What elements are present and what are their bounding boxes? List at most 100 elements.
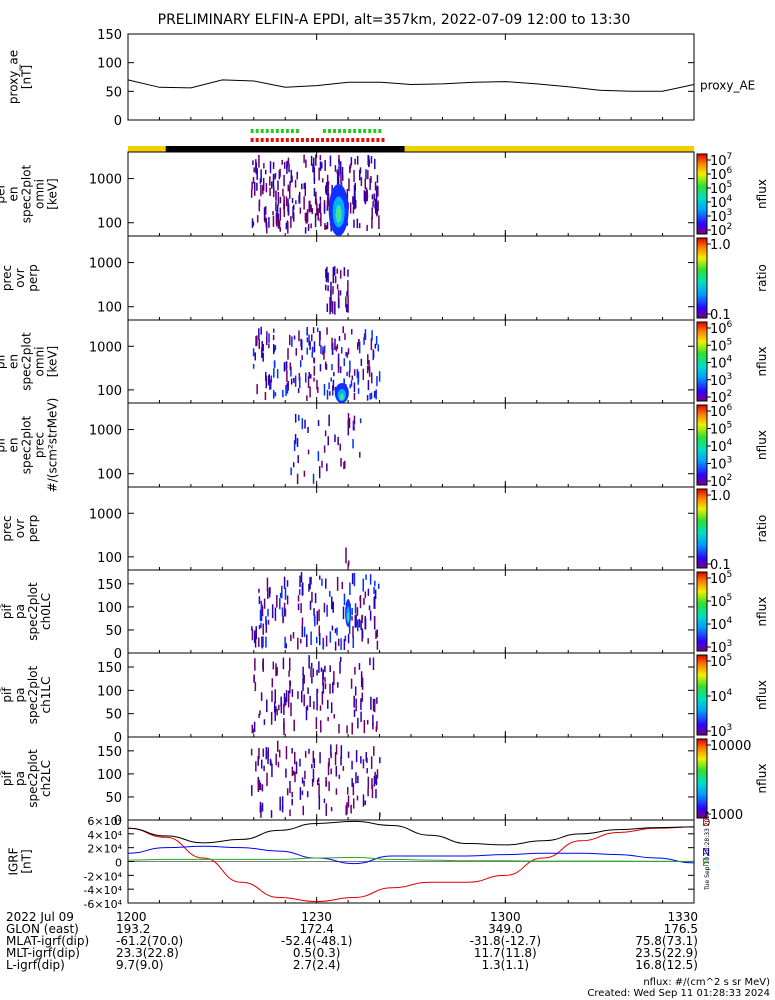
heatmap-cell	[338, 774, 341, 780]
heatmap-cell	[323, 602, 326, 613]
heatmap-cell	[298, 589, 301, 595]
heatmap-cell	[312, 768, 315, 783]
heatmap-cell	[324, 284, 327, 291]
heatmap-cell	[261, 347, 263, 358]
heatmap-cell	[251, 628, 254, 641]
legend-proxy-ae: proxy_AE	[700, 78, 755, 92]
heatmap-cell	[336, 576, 339, 591]
colorbar-elg_pif_pa_spec2plot_ch0LC: 103 104 105 105 nflux	[696, 570, 769, 656]
heatmap-cell	[272, 211, 274, 216]
heatmap-cell	[371, 194, 374, 200]
heatmap-cell	[358, 618, 361, 628]
heatmap-cell	[365, 752, 368, 762]
heatmap-cell	[367, 379, 370, 391]
heatmap-cell	[283, 693, 286, 707]
heatmap-cell	[268, 217, 270, 228]
heatmap-cell	[253, 721, 256, 732]
heatmap-cell	[319, 705, 322, 711]
heatmap-cell	[272, 215, 275, 227]
panel-frame	[127, 486, 695, 571]
heatmap-cell	[352, 626, 354, 638]
heatmap-cell	[365, 574, 367, 580]
heatmap-cell	[284, 697, 287, 706]
heatmap-cell	[348, 620, 351, 634]
xaxis-row-value: 9.7(9.0)	[116, 958, 164, 972]
heatmap-cell	[349, 360, 351, 372]
heatmap-cell	[294, 179, 297, 188]
heatmap-cell	[315, 191, 317, 203]
heatmap-cell	[252, 176, 255, 184]
heatmap-cells-1	[250, 154, 380, 236]
heatmap-cell	[368, 366, 371, 377]
heatmap-cell	[375, 774, 378, 786]
panel-frame	[127, 402, 695, 488]
heatmap-cells-5	[345, 547, 350, 568]
heatmap-cell	[344, 635, 347, 642]
heatmap-cell	[358, 338, 360, 347]
colorbar-tick-label: 106	[710, 320, 733, 337]
panel-frame	[127, 235, 695, 321]
colorbar-rect	[696, 571, 708, 652]
heatmap-cell	[289, 362, 292, 371]
heatmap-cell	[369, 610, 372, 621]
heatmap-cell	[367, 588, 370, 596]
y-tick-label: 1000	[89, 507, 122, 522]
heatmap-cell	[320, 667, 323, 672]
heatmap-cell	[288, 657, 291, 671]
colorbar-rect	[696, 153, 708, 235]
heatmap-cell	[313, 341, 316, 353]
panel-frame	[127, 652, 695, 738]
heatmap-cell	[316, 688, 318, 699]
heatmap-cell	[266, 331, 268, 342]
heatmap-cell	[288, 163, 290, 173]
heatmap-cell	[288, 670, 290, 677]
y-axis-label: elgpifenspec2plotomni[keV]	[0, 332, 60, 391]
heatmap-cell	[315, 717, 318, 730]
heatmap-cell	[313, 608, 315, 616]
heatmap-cell	[276, 708, 278, 716]
heatmap-cell	[344, 460, 346, 469]
xaxis-row-value: 2.7(2.4)	[293, 958, 341, 972]
heatmap-cell	[303, 196, 305, 210]
red-mark	[280, 138, 284, 142]
green-mark	[327, 129, 331, 133]
heatmap-cell	[265, 636, 267, 648]
heatmap-cell	[281, 805, 284, 813]
heatmap-cell	[284, 636, 286, 649]
heatmap-cell	[303, 626, 306, 638]
heatmap-cell	[360, 698, 362, 710]
y-tick-label: 150	[97, 578, 122, 593]
red-mark	[250, 138, 254, 142]
y-tick-label: -4×10⁴	[83, 884, 122, 897]
heatmap-cell	[310, 155, 313, 166]
heatmap-cell	[298, 330, 300, 342]
heatmap-cell	[286, 161, 288, 174]
heatmap-cell	[337, 638, 340, 647]
heatmap-cell	[274, 689, 277, 704]
colorbar-tick-label: 1.0	[710, 489, 731, 504]
heatmap-cell	[265, 620, 268, 633]
heatmap-cell	[299, 787, 302, 800]
red-mark	[331, 138, 335, 142]
heatmap-cell	[332, 379, 335, 391]
units-note: nflux: #/(cm^2 s sr MeV)	[643, 977, 770, 988]
series-e	[127, 856, 695, 862]
y-axis-label: proxy_ae[nT]	[7, 50, 34, 104]
heatmap-cell	[311, 763, 313, 769]
heatmap-cell	[281, 585, 283, 599]
heatmap-cell	[307, 226, 310, 231]
heatmap-cell	[265, 183, 268, 193]
heatmap-cell	[313, 157, 315, 171]
heatmap-cell	[310, 204, 312, 213]
heatmap-cell	[262, 177, 265, 191]
heatmap-cell	[310, 666, 312, 678]
heatmap-cell	[300, 638, 302, 644]
heatmap-cell	[335, 744, 338, 755]
heatmap-cell	[318, 203, 321, 213]
red-mark	[311, 138, 315, 142]
heatmap-cell	[372, 657, 375, 671]
y-tick-label: 0	[114, 647, 122, 662]
heatmap-cell	[360, 358, 363, 366]
xaxis-row-value: -52.4(-48.1)	[281, 934, 352, 948]
heatmap-cell	[349, 202, 352, 214]
